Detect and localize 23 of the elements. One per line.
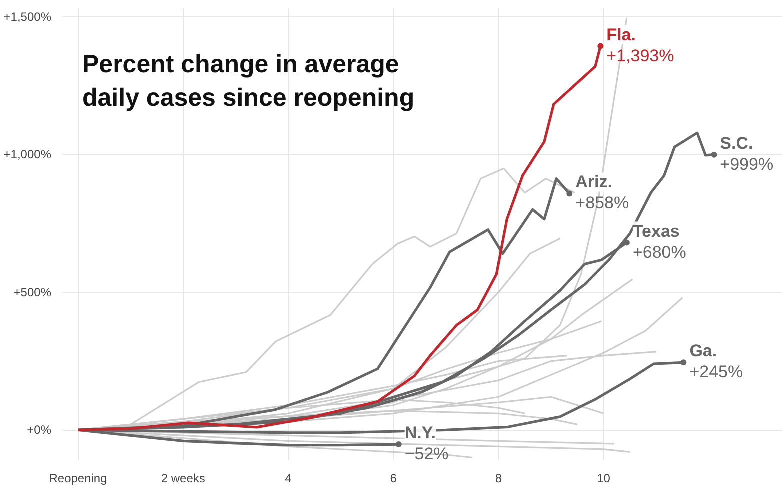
series-label: S.C.: [720, 134, 754, 153]
text: Percent change in average daily cases since reopening: [82, 50, 415, 112]
series-label: Fla.: [606, 25, 636, 44]
data-label: +999%: [720, 154, 774, 174]
series-label: N.Y.: [404, 424, 436, 443]
y-tick-label: +1,500%: [4, 10, 52, 24]
data-label: +245%: [690, 362, 744, 382]
x-tick-label: Reopening: [49, 472, 108, 486]
series-label: Ariz.: [576, 172, 612, 192]
series-label: Texas: [632, 222, 680, 241]
data-label: +680%: [632, 242, 686, 262]
y-tick-label: +1,000%: [4, 148, 52, 162]
x-tick-label: 4: [285, 472, 292, 486]
x-tick-label: 8: [495, 472, 502, 486]
data-label: −52%: [404, 444, 449, 464]
x-tick-label: 10: [597, 472, 611, 486]
data-label: +1,393%: [606, 46, 674, 66]
x-tick-label: 6: [390, 472, 398, 486]
y-tick-label: +0%: [27, 423, 52, 438]
x-tick-label: 2 weeks: [161, 472, 206, 486]
series-label: Ga.: [690, 342, 718, 361]
y-tick-label: +500%: [14, 285, 52, 300]
data-label: +858%: [576, 194, 630, 213]
